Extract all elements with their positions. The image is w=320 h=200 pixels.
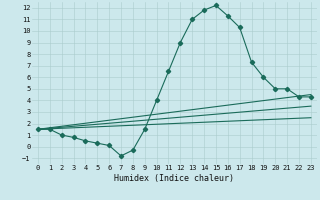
X-axis label: Humidex (Indice chaleur): Humidex (Indice chaleur) — [115, 174, 234, 183]
